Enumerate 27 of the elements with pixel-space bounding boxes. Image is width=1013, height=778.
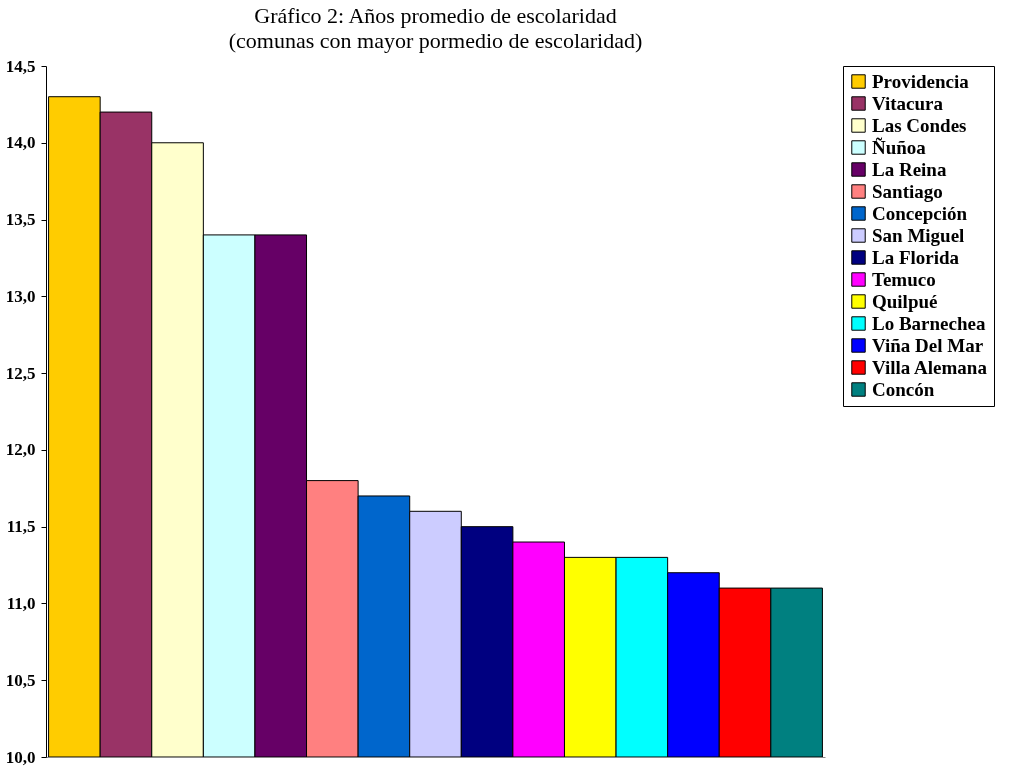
legend-label: La Reina xyxy=(872,158,947,180)
legend-label: Viña Del Mar xyxy=(872,334,984,356)
y-tick-label: 13,0 xyxy=(5,286,36,306)
y-tick-label: 12,5 xyxy=(5,363,36,383)
legend-label: Temuco xyxy=(872,268,936,290)
legend-label: Concepción xyxy=(872,202,968,224)
legend-label: Villa Alemana xyxy=(872,356,988,378)
y-tick-label: 13,5 xyxy=(5,210,36,230)
chart-subtitle: (comunas con mayor pormedio de escolaridad) xyxy=(228,28,643,53)
y-tick-label: 11,0 xyxy=(6,593,36,613)
y-tick-label: 11,5 xyxy=(6,517,36,537)
legend-label: Vitacura xyxy=(872,92,944,114)
legend-label: Ñuñoa xyxy=(872,136,927,158)
legend-label: Las Condes xyxy=(872,114,967,136)
legend-label: Concón xyxy=(872,378,935,400)
y-tick-label: 14,0 xyxy=(5,133,36,153)
legend-label: Quilpué xyxy=(872,290,938,312)
y-tick-label: 10,0 xyxy=(5,747,36,767)
legend-label: Providencia xyxy=(872,70,970,92)
y-tick-label: 12,0 xyxy=(5,440,36,460)
y-tick-label: 10,5 xyxy=(5,670,36,690)
chart-title: Gráfico 2: Años promedio de escolaridad xyxy=(254,3,617,28)
legend-label: La Florida xyxy=(872,246,960,268)
legend-label: Lo Barnechea xyxy=(872,312,986,334)
y-tick-label: 14,5 xyxy=(5,56,36,76)
legend-label: Santiago xyxy=(872,180,943,202)
legend-label: San Miguel xyxy=(872,224,965,246)
